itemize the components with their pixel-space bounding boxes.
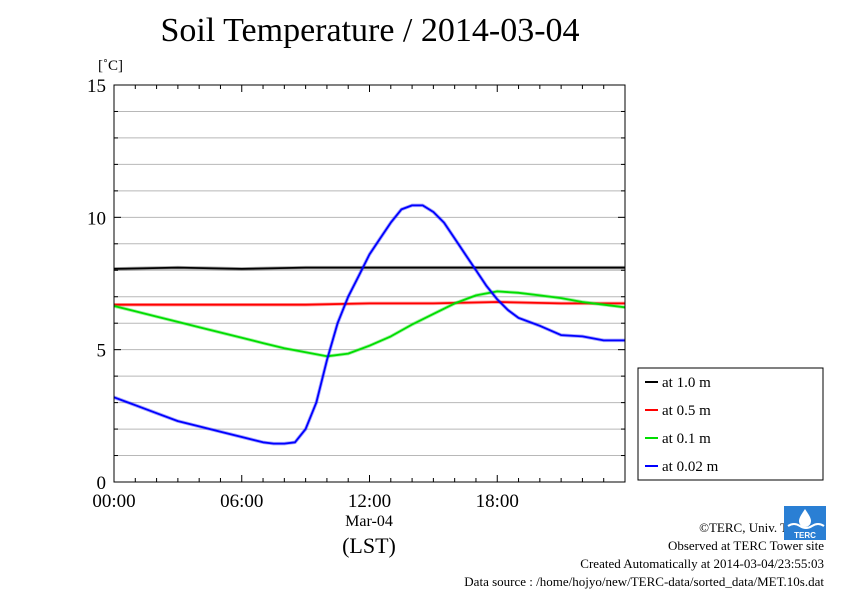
svg-text:TERC: TERC: [794, 531, 816, 540]
legend-box: [637, 367, 824, 481]
x-tick-label: 00:00: [92, 491, 135, 512]
series-line: [113, 266, 625, 270]
series-line: [113, 290, 626, 358]
x-tick-label: 12:00: [348, 491, 391, 512]
x-tick-label: 06:00: [220, 491, 263, 512]
legend-label: at 0.02 m: [662, 459, 719, 475]
y-tick-label: 10: [87, 208, 106, 229]
x-axis-label: (LST): [342, 533, 396, 558]
series-line: [113, 204, 625, 445]
plot-frame: [113, 84, 626, 483]
legend-label: at 0.1 m: [662, 431, 711, 447]
x-tick-label: 18:00: [476, 491, 519, 512]
y-tick-label: 0: [97, 473, 107, 494]
created-text: Created Automatically at 2014-03-04/23:5…: [580, 556, 824, 571]
data-source-text: Data source : /home/hojyo/new/TERC-data/…: [464, 574, 824, 589]
x-date-label: Mar-04: [345, 513, 393, 530]
legend: at 1.0 m at 0.5 m at 0.1 m at 0.02 m: [637, 367, 824, 481]
legend-label: at 1.0 m: [662, 375, 711, 391]
series-lines: [113, 203, 626, 446]
y-unit-label: [˚C]: [98, 58, 123, 74]
y-tick-label: 5: [97, 341, 107, 362]
legend-label: at 0.5 m: [662, 403, 711, 419]
observed-text: Observed at TERC Tower site: [667, 538, 824, 553]
chart-title: Soil Temperature / 2014-03-04: [160, 12, 580, 49]
grid: [114, 110, 625, 457]
series-line: [114, 301, 625, 306]
terc-logo-icon: TERC: [784, 506, 826, 540]
axis-ticks: 0 5 10 15 00:00 06:00 12:00 18:00: [87, 76, 626, 512]
y-tick-label: 15: [87, 76, 106, 97]
